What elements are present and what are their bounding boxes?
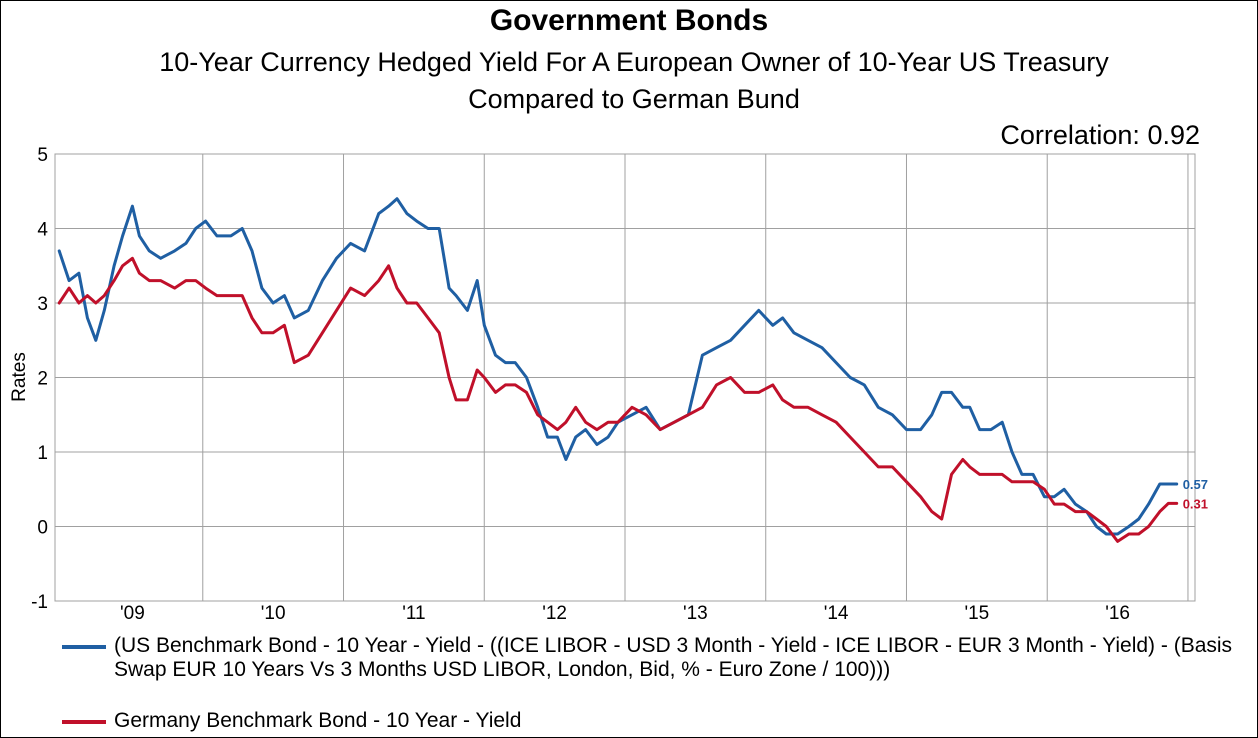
y-tick-label: 3 [37, 294, 48, 315]
chart-title: Government Bonds [489, 4, 769, 37]
x-tick-label: '13 [683, 603, 708, 624]
end-label-germany: 0.31 [1183, 496, 1208, 511]
legend-label-us: (US Benchmark Bond - 10 Year - Yield - (… [114, 634, 1233, 681]
chart-subtitle-line1: 10-Year Currency Hedged Yield For A Euro… [159, 47, 1109, 77]
x-tick-label: '10 [261, 603, 286, 624]
x-axis-ticks: '09 '10 '11 '12 '13 '14 '15 '16 [120, 603, 1130, 624]
legend-swatch-us [62, 645, 106, 649]
y-tick-label: 4 [37, 220, 48, 241]
legend-swatch-germany [62, 720, 106, 724]
y-axis-ticks: -1 0 1 2 3 4 5 [31, 145, 48, 613]
x-tick-label: '14 [824, 603, 849, 624]
x-tick-label: '15 [964, 603, 989, 624]
x-tick-label: '09 [120, 603, 145, 624]
chart-subtitle-line2: Compared to German Bund [468, 84, 800, 114]
gridlines [54, 153, 1196, 602]
correlation-annotation: Correlation: 0.92 [1000, 120, 1200, 150]
end-value-labels: 0.57 0.31 [1183, 477, 1208, 511]
y-tick-label: -1 [31, 592, 48, 613]
end-label-us: 0.57 [1183, 477, 1208, 492]
series-line-germany [57, 256, 1179, 543]
legend-item-germany: Germany Benchmark Bond - 10 Year - Yield [62, 709, 1244, 733]
x-tick-label: '12 [542, 603, 567, 624]
x-tick-label: '11 [402, 603, 425, 624]
y-tick-label: 1 [37, 443, 48, 464]
series-line-us [57, 197, 1179, 536]
legend-label-germany: Germany Benchmark Bond - 10 Year - Yield [114, 709, 522, 732]
legend-item-us: (US Benchmark Bond - 10 Year - Yield - (… [62, 634, 1244, 682]
y-tick-label: 5 [37, 145, 48, 166]
series-lines [57, 197, 1179, 543]
x-tick-label: '16 [1105, 603, 1130, 624]
y-tick-label: 2 [37, 369, 48, 390]
y-tick-label: 0 [37, 518, 48, 539]
y-axis-label: Rates [9, 352, 30, 402]
